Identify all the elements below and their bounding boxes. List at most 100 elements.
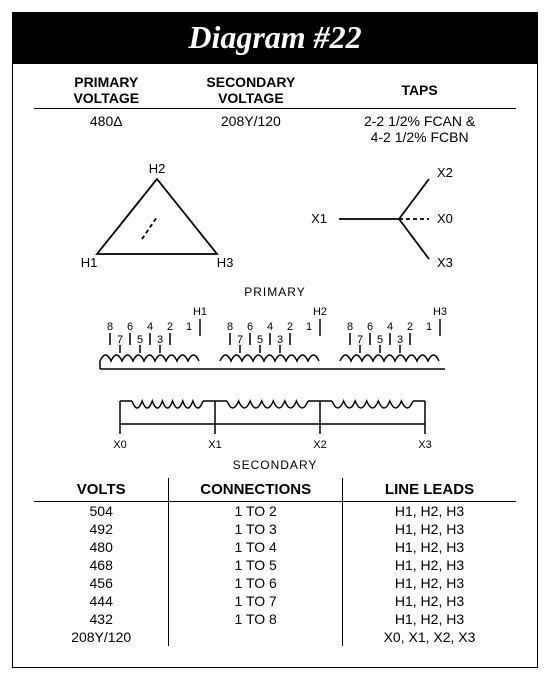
table-row: 5041 TO 2H1, H2, H3 bbox=[34, 502, 516, 521]
taps-value: 2-2 1/2% FCAN & 4-2 1/2% FCBN bbox=[323, 109, 516, 150]
table-cell: H1, H2, H3 bbox=[342, 520, 516, 538]
svg-text:3: 3 bbox=[277, 334, 283, 346]
table-cell: 456 bbox=[34, 574, 169, 592]
taps-line1: 2-2 1/2% FCAN & bbox=[364, 113, 475, 129]
title-bar: Diagram #22 bbox=[13, 13, 537, 64]
table-cell: 1 TO 4 bbox=[169, 538, 343, 556]
wye-label-top: X2 bbox=[437, 165, 453, 180]
table-cell: 1 TO 7 bbox=[169, 592, 343, 610]
table-cell: 1 TO 5 bbox=[169, 556, 343, 574]
svg-text:6: 6 bbox=[127, 321, 133, 333]
table-row: 4681 TO 5H1, H2, H3 bbox=[34, 556, 516, 574]
wye-label-left: X1 bbox=[311, 211, 327, 226]
table-cell: H1, H2, H3 bbox=[342, 502, 516, 521]
wye-arm bbox=[399, 219, 429, 259]
svg-text:X3: X3 bbox=[418, 439, 431, 451]
table-row: 4921 TO 3H1, H2, H3 bbox=[34, 520, 516, 538]
secondary-voltage-value: 208Y/120 bbox=[179, 109, 324, 150]
svg-text:8: 8 bbox=[227, 321, 233, 333]
conn-tbody: 5041 TO 2H1, H2, H34921 TO 3H1, H2, H348… bbox=[34, 502, 516, 647]
connections-header: CONNECTIONS bbox=[169, 478, 343, 502]
header-text: TAPS bbox=[401, 82, 437, 98]
winding-diagram: H118642753H218642753H318642753X0X1X2X3 bbox=[65, 301, 485, 451]
table-cell: 1 TO 2 bbox=[169, 502, 343, 521]
svg-text:1: 1 bbox=[306, 321, 312, 333]
table-cell: H1, H2, H3 bbox=[342, 538, 516, 556]
delta-label-right: H3 bbox=[216, 255, 233, 270]
svg-text:7: 7 bbox=[357, 334, 363, 346]
delta-label-top: H2 bbox=[148, 161, 165, 176]
table-cell: H1, H2, H3 bbox=[342, 610, 516, 628]
delta-triangle bbox=[97, 179, 217, 254]
taps-header: TAPS bbox=[323, 72, 516, 109]
svg-text:7: 7 bbox=[237, 334, 243, 346]
svg-text:5: 5 bbox=[257, 334, 263, 346]
connections-table: VOLTS CONNECTIONS LINE LEADS 5041 TO 2H1… bbox=[34, 478, 516, 646]
svg-text:H1: H1 bbox=[193, 306, 207, 318]
header-values-row: 480Δ 208Y/120 2-2 1/2% FCAN & 4-2 1/2% F… bbox=[34, 109, 516, 150]
secondary-voltage-header: SECONDARY VOLTAGE bbox=[179, 72, 324, 109]
svg-text:6: 6 bbox=[367, 321, 373, 333]
table-cell: H1, H2, H3 bbox=[342, 556, 516, 574]
table-cell: 444 bbox=[34, 592, 169, 610]
winding-diagram-area: PRIMARY H118642753H218642753H318642753X0… bbox=[13, 285, 537, 472]
table-cell: 208Y/120 bbox=[34, 628, 169, 646]
svg-text:X2: X2 bbox=[313, 439, 326, 451]
svg-text:2: 2 bbox=[287, 321, 293, 333]
primary-voltage-header: PRIMARY VOLTAGE bbox=[34, 72, 179, 109]
svg-text:4: 4 bbox=[387, 321, 393, 333]
header-table: PRIMARY VOLTAGE SECONDARY VOLTAGE TAPS 4… bbox=[34, 72, 516, 149]
line-leads-header: LINE LEADS bbox=[342, 478, 516, 502]
svg-text:6: 6 bbox=[247, 321, 253, 333]
table-cell: 1 TO 6 bbox=[169, 574, 343, 592]
header-text: SECONDARY bbox=[206, 74, 295, 90]
header-row: PRIMARY VOLTAGE SECONDARY VOLTAGE TAPS bbox=[34, 72, 516, 109]
svg-text:X1: X1 bbox=[208, 439, 221, 451]
svg-text:H2: H2 bbox=[313, 306, 327, 318]
svg-text:3: 3 bbox=[157, 334, 163, 346]
svg-text:2: 2 bbox=[167, 321, 173, 333]
wye-label-right: X0 bbox=[437, 211, 453, 226]
table-row: 4801 TO 4H1, H2, H3 bbox=[34, 538, 516, 556]
svg-text:5: 5 bbox=[377, 334, 383, 346]
table-row: 4561 TO 6H1, H2, H3 bbox=[34, 574, 516, 592]
svg-text:3: 3 bbox=[397, 334, 403, 346]
svg-text:2: 2 bbox=[407, 321, 413, 333]
table-cell: 468 bbox=[34, 556, 169, 574]
svg-text:4: 4 bbox=[147, 321, 153, 333]
wye-diagram: X2 X1 X0 X3 bbox=[299, 159, 479, 279]
diagram-frame: Diagram #22 PRIMARY VOLTAGE SECONDARY VO… bbox=[12, 12, 538, 668]
svg-text:8: 8 bbox=[347, 321, 353, 333]
svg-text:1: 1 bbox=[186, 321, 192, 333]
header-text: VOLTAGE bbox=[73, 90, 139, 106]
header-text: VOLTAGE bbox=[218, 90, 284, 106]
svg-text:1: 1 bbox=[426, 321, 432, 333]
table-cell: 504 bbox=[34, 502, 169, 521]
table-row: 4321 TO 8H1, H2, H3 bbox=[34, 610, 516, 628]
svg-text:H3: H3 bbox=[433, 306, 447, 318]
table-cell: H1, H2, H3 bbox=[342, 574, 516, 592]
header-text: PRIMARY bbox=[74, 74, 138, 90]
table-cell bbox=[169, 628, 343, 646]
connection-diagrams: H2 H1 H3 X2 X1 X0 X3 bbox=[43, 159, 507, 279]
table-cell: 432 bbox=[34, 610, 169, 628]
volts-header: VOLTS bbox=[34, 478, 169, 502]
svg-text:4: 4 bbox=[267, 321, 273, 333]
table-row: 208Y/120 X0, X1, X2, X3 bbox=[34, 628, 516, 646]
table-row: 4441 TO 7H1, H2, H3 bbox=[34, 592, 516, 610]
delta-dash bbox=[142, 217, 157, 239]
svg-text:X0: X0 bbox=[113, 439, 126, 451]
svg-text:8: 8 bbox=[107, 321, 113, 333]
svg-text:7: 7 bbox=[117, 334, 123, 346]
primary-label: PRIMARY bbox=[13, 285, 537, 299]
wye-label-bottom: X3 bbox=[437, 255, 453, 270]
primary-voltage-value: 480Δ bbox=[34, 109, 179, 150]
delta-diagram: H2 H1 H3 bbox=[72, 159, 242, 279]
table-cell: 1 TO 3 bbox=[169, 520, 343, 538]
wye-arm bbox=[399, 179, 429, 219]
delta-label-left: H1 bbox=[80, 255, 97, 270]
conn-header-row: VOLTS CONNECTIONS LINE LEADS bbox=[34, 478, 516, 502]
table-cell: 1 TO 8 bbox=[169, 610, 343, 628]
table-cell: 492 bbox=[34, 520, 169, 538]
table-cell: X0, X1, X2, X3 bbox=[342, 628, 516, 646]
